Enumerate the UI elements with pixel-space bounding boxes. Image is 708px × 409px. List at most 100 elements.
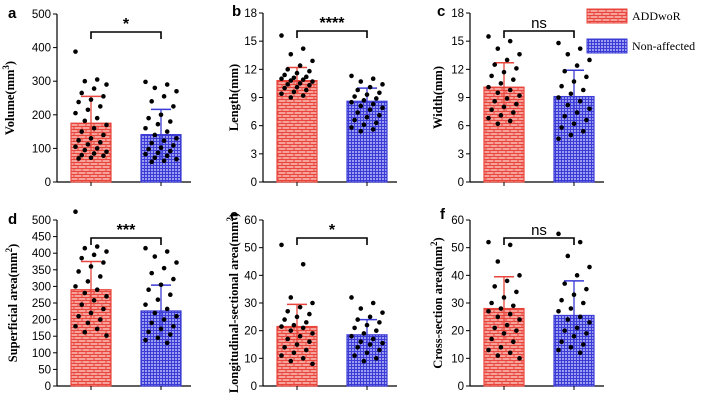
data-point-addwor: [91, 298, 97, 303]
data-point-non-affected: [370, 101, 376, 107]
data-point-non-affected: [374, 120, 379, 126]
y-tick-label: 9: [458, 93, 464, 105]
data-point-non-affected: [587, 264, 592, 270]
data-point-addwor: [288, 52, 294, 57]
data-point-addwor: [300, 261, 306, 267]
data-point-addwor: [88, 155, 94, 161]
data-point-addwor: [94, 146, 100, 151]
data-point-addwor: [307, 311, 312, 317]
data-point-addwor: [91, 125, 97, 131]
data-point-addwor: [504, 96, 510, 101]
data-point-non-affected: [574, 110, 580, 115]
data-point-non-affected: [367, 107, 373, 113]
data-point-addwor: [511, 110, 516, 115]
data-point-non-affected: [161, 265, 167, 271]
data-point-non-affected: [556, 347, 561, 353]
y-tick-label: 0: [458, 177, 464, 189]
significance-label: ns: [531, 222, 547, 239]
data-point-addwor: [279, 76, 284, 82]
data-point-addwor: [300, 325, 306, 331]
data-point-addwor: [495, 353, 501, 358]
data-point-non-affected: [562, 68, 567, 74]
data-point-non-affected: [380, 340, 385, 346]
data-point-addwor: [294, 342, 300, 347]
data-point-non-affected: [571, 292, 577, 298]
y-tick-label: 10: [451, 353, 464, 365]
data-point-non-affected: [164, 340, 170, 346]
data-point-non-affected: [574, 325, 580, 331]
data-point-non-affected: [152, 310, 158, 316]
data-point-addwor: [88, 310, 94, 316]
data-point-non-affected: [556, 309, 561, 314]
y-tick-label: 3: [458, 149, 464, 161]
data-point-addwor: [501, 295, 507, 300]
data-point-non-affected: [370, 127, 376, 132]
y-axis-label: Cross-section area(mm2): [429, 237, 445, 368]
significance-label: ns: [531, 15, 547, 32]
legend-label-addwor: ADDwoR: [632, 9, 681, 23]
data-point-non-affected: [370, 300, 376, 306]
data-point-addwor: [76, 313, 81, 319]
data-point-addwor: [79, 255, 84, 261]
y-tick-label: 250: [32, 298, 51, 310]
y-axis-label-text: Length(mm): [227, 64, 241, 131]
data-point-addwor: [88, 97, 94, 102]
data-point-addwor: [73, 49, 78, 54]
data-point-non-affected: [361, 122, 367, 128]
data-point-addwor: [517, 356, 522, 361]
data-point-non-affected: [571, 79, 577, 84]
data-point-non-affected: [556, 95, 561, 100]
data-point-non-affected: [380, 82, 385, 87]
data-point-non-affected: [584, 331, 589, 336]
data-point-non-affected: [146, 329, 151, 335]
data-point-non-affected: [581, 129, 586, 134]
data-point-non-affected: [584, 286, 589, 292]
data-point-addwor: [291, 89, 297, 95]
data-point-non-affected: [367, 342, 373, 347]
data-point-non-affected: [152, 254, 158, 259]
data-point-non-affected: [574, 63, 580, 68]
legend-item-non-affected: Non-affected: [586, 38, 695, 54]
data-point-addwor: [79, 129, 84, 134]
data-point-addwor: [507, 350, 513, 356]
legend: ADDwoR Non-affected: [586, 8, 695, 54]
y-tick-label: 500: [32, 215, 51, 227]
data-point-non-affected: [349, 99, 354, 105]
data-point-non-affected: [149, 320, 154, 326]
data-point-non-affected: [358, 103, 364, 109]
data-point-addwor: [514, 328, 519, 333]
data-point-addwor: [288, 358, 294, 364]
y-axis-label-text: Volume(mm: [3, 69, 17, 135]
y-tick-label: 3: [251, 149, 257, 161]
significance-label: ****: [320, 15, 346, 32]
data-point-addwor: [94, 244, 100, 249]
y-tick-label: 100: [32, 348, 51, 360]
data-point-non-affected: [556, 231, 561, 237]
y-tick-label: 100: [32, 143, 51, 155]
data-point-non-affected: [161, 138, 167, 143]
data-point-addwor: [73, 209, 78, 214]
data-point-addwor: [297, 333, 303, 339]
y-tick-label: 40: [244, 270, 257, 282]
data-point-non-affected: [584, 117, 589, 123]
data-point-non-affected: [358, 339, 364, 345]
significance-bracket: [503, 237, 575, 245]
data-point-non-affected: [158, 282, 164, 288]
panel-letter-d: d: [8, 211, 17, 228]
significance-bracket: [90, 237, 162, 245]
data-point-non-affected: [568, 306, 574, 311]
data-point-addwor: [486, 34, 491, 39]
data-point-addwor: [486, 115, 491, 121]
data-point-addwor: [279, 91, 284, 97]
data-point-addwor: [517, 273, 522, 278]
y-tick-label: 18: [451, 8, 464, 20]
data-point-addwor: [288, 78, 294, 83]
data-point-addwor: [507, 242, 513, 248]
data-point-non-affected: [158, 145, 164, 151]
data-point-non-affected: [581, 342, 586, 347]
data-point-non-affected: [562, 281, 567, 286]
panel-b: b Length(mm) 0 3 6 9 12 15 18 ****: [227, 3, 397, 189]
significance-bracket: [90, 31, 162, 39]
data-point-non-affected: [355, 87, 361, 93]
data-point-non-affected: [352, 325, 357, 331]
